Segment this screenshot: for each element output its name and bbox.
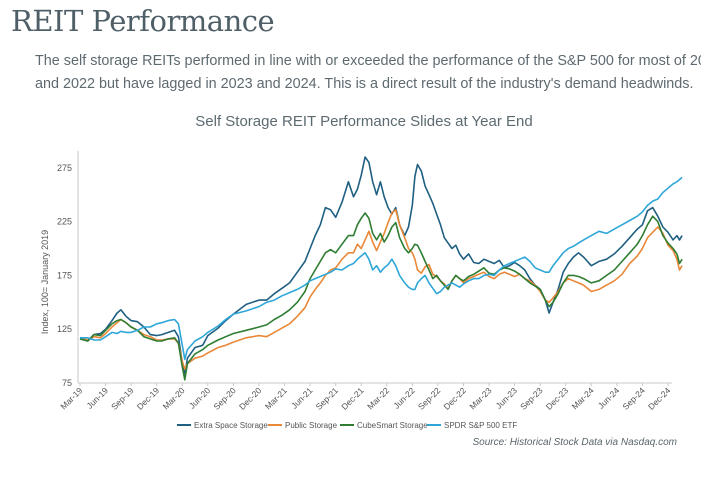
page-title: REIT Performance (11, 4, 275, 38)
x-tick-label: Sep-23 (518, 385, 545, 412)
y-axis-ticks: 75 125 175 225 275 (57, 163, 72, 388)
x-tick-label: Dec-24 (646, 385, 673, 412)
y-tick-label: 125 (57, 324, 72, 334)
y-axis-label: Index, 100= January 2019 (40, 230, 50, 334)
x-tick-label: Mar-20 (161, 385, 187, 411)
x-tick-label: Dec-22 (441, 385, 468, 412)
legend-label-extra-space-storage: Extra Space Storage (194, 421, 268, 430)
legend-label-spdr-s-p-500-etf: SPDR S&P 500 ETF (444, 421, 517, 430)
x-axis-ticks: Mar-19 Jun-19 Sep-19 Dec-19 Mar-20 Jun-20 Sep-… (58, 383, 673, 412)
chart-title: Self Storage REIT Performance Slides at … (195, 113, 532, 130)
x-tick-label: Jun-19 (85, 385, 111, 411)
x-tick-label: Jun-21 (289, 385, 315, 411)
intro-line: and 2022 but have lagged in 2023 and 202… (35, 76, 694, 92)
x-tick-label: Jun-22 (391, 385, 417, 411)
y-tick-label: 75 (62, 378, 72, 388)
x-tick-label: Mar-22 (365, 385, 391, 411)
x-tick-label: Sep-20 (211, 385, 238, 412)
x-tick-label: Mar-21 (263, 385, 289, 411)
x-tick-label: Sep-21 (314, 385, 341, 412)
x-tick-label: Sep-22 (416, 385, 443, 412)
y-tick-label: 225 (57, 217, 72, 227)
source-note: Source: Historical Stock Data via Nasdaq… (472, 437, 677, 448)
series-line-public-storage (79, 208, 683, 370)
x-tick-label: Jun-20 (187, 385, 213, 411)
axes (77, 151, 672, 384)
series-lines (79, 156, 683, 381)
legend: Extra Space Storage Public Storage CubeSma… (177, 421, 517, 430)
x-tick-label: Mar-24 (570, 385, 596, 411)
x-tick-label: Mar-23 (467, 385, 493, 411)
legend-label-public-storage: Public Storage (285, 421, 338, 430)
x-tick-label: Dec-21 (339, 385, 366, 412)
legend-label-cubesmart-storage: CubeSmart Storage (357, 421, 428, 430)
series-line-cubesmart-storage (79, 212, 683, 381)
x-tick-label: Dec-23 (544, 385, 571, 412)
x-tick-label: Dec-19 (135, 385, 162, 412)
x-tick-label: Dec-20 (237, 385, 264, 412)
series-line-spdr-s-p-500-etf (80, 176, 683, 361)
chart-container: Self Storage REIT Performance Slides at … (0, 100, 701, 473)
line-chart: Self Storage REIT Performance Slides at … (40, 113, 683, 430)
y-tick-label: 275 (57, 163, 72, 173)
series-line-extra-space-storage (79, 156, 683, 377)
x-tick-label: Sep-24 (620, 385, 647, 412)
x-tick-label: Jun-23 (494, 385, 520, 411)
x-tick-label: Sep-19 (109, 385, 136, 412)
intro-line: The self storage REITs performed in line… (35, 53, 701, 69)
intro-paragraph: The self storage REITs performed in line… (35, 50, 701, 96)
x-tick-label: Mar-19 (58, 385, 84, 411)
x-tick-label: Jun-24 (596, 385, 622, 411)
y-tick-label: 175 (57, 270, 72, 280)
